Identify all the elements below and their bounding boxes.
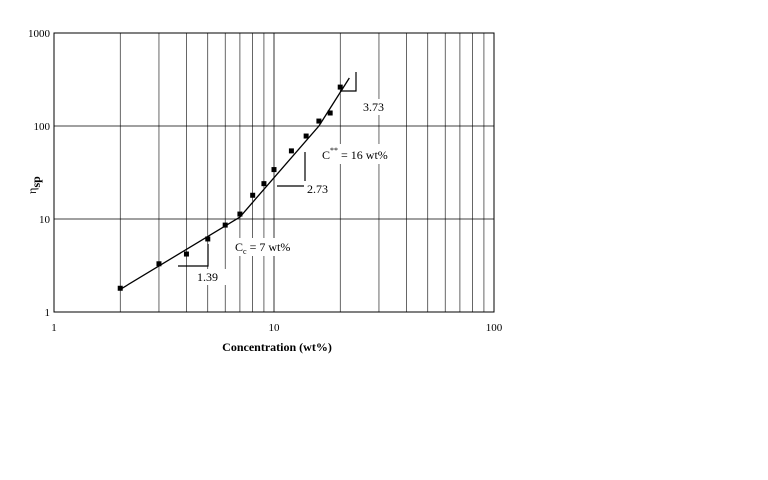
y-tick-label: 1: [45, 307, 51, 319]
x-tick-label: 1: [51, 322, 57, 334]
data-point: [303, 133, 309, 139]
data-point: [205, 236, 211, 242]
data-point: [288, 148, 294, 154]
marks: [117, 77, 350, 291]
data-point: [183, 251, 189, 257]
y-tick-label: 1000: [28, 28, 51, 40]
fit-line: [318, 77, 350, 127]
data-point: [337, 84, 343, 90]
data-point: [316, 118, 322, 124]
data-point: [156, 261, 162, 267]
slope-triangle: [340, 72, 357, 92]
grid: [53, 32, 495, 313]
fit-line: [239, 125, 320, 218]
label-bg: [194, 269, 226, 285]
y-axis-label: ηsp: [25, 176, 43, 194]
data-point: [237, 211, 243, 217]
data-point: [261, 181, 267, 187]
x-axis-label: Concentration (wt%): [222, 340, 332, 354]
annotation: C** = 16 wt%: [322, 146, 388, 162]
label-bg: [304, 181, 338, 197]
data-point: [327, 110, 333, 116]
data-point: [222, 222, 228, 228]
data-point: [117, 285, 123, 291]
x-tick-label: 10: [269, 322, 281, 334]
slope-label: 3.73: [363, 100, 384, 114]
x-tick-label: 100: [486, 322, 503, 334]
fit-line: [119, 216, 241, 290]
y-tick-label: 100: [34, 121, 51, 133]
label-bg: [320, 144, 402, 164]
y-tick-label: 10: [39, 214, 51, 226]
slope-label: 1.39: [197, 270, 218, 284]
annotation: Cc = 7 wt%: [235, 240, 290, 256]
data-point: [271, 167, 277, 173]
label-bg: [360, 99, 394, 115]
data-point: [250, 192, 256, 198]
slope-label: 2.73: [307, 182, 328, 196]
label-bg: [232, 238, 304, 256]
slope-triangle: [178, 244, 209, 267]
